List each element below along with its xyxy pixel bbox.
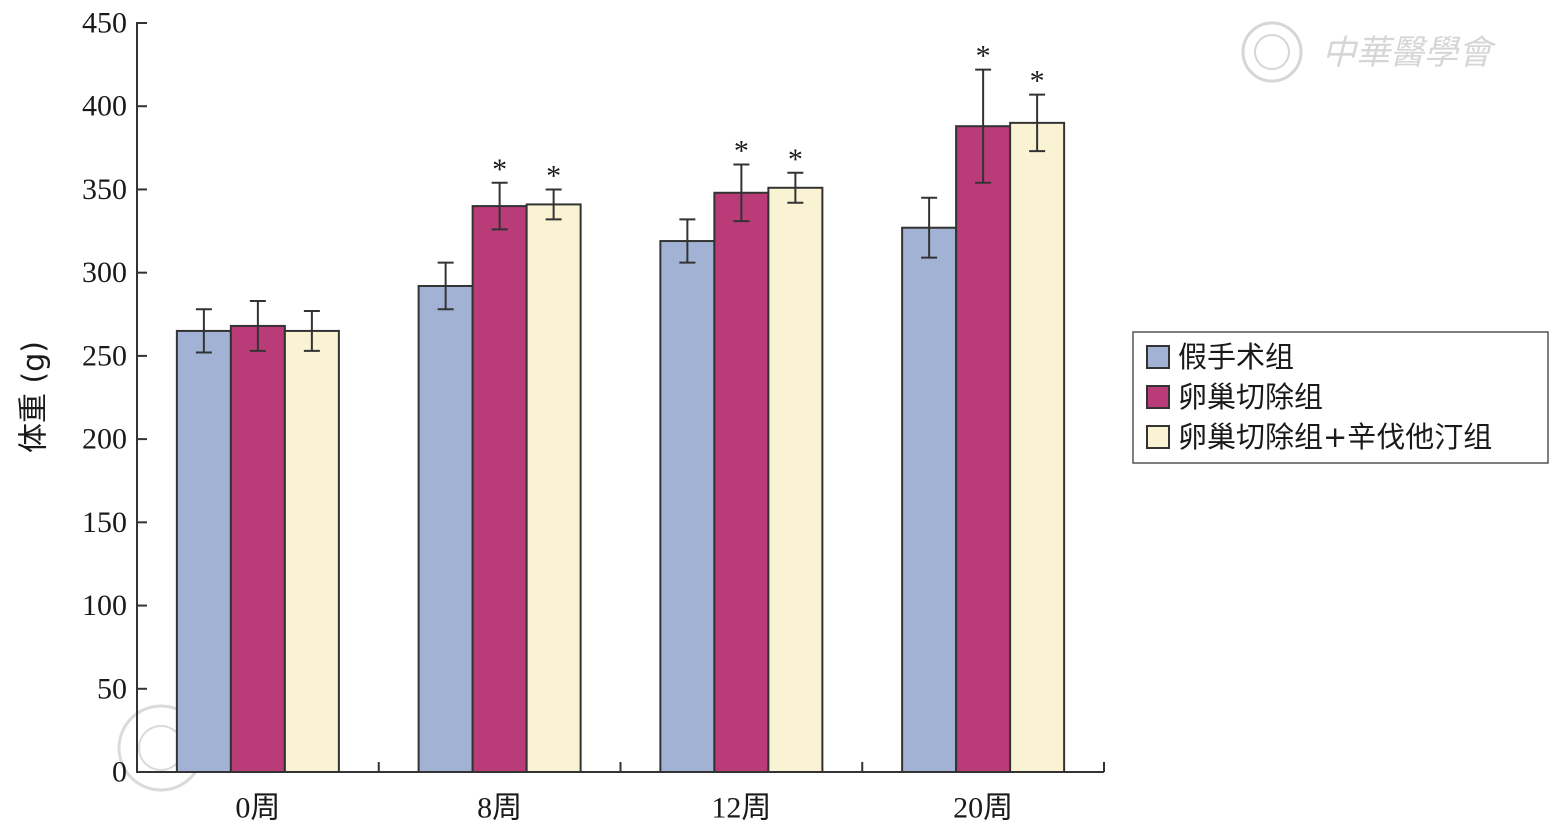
y-ticks: 0 50 100 150 200 250 300 350 400 450 xyxy=(82,7,147,789)
significance-star: * xyxy=(976,40,991,73)
bar xyxy=(901,226,958,773)
bar xyxy=(713,191,770,774)
y-tick-label: 350 xyxy=(82,173,127,206)
bar xyxy=(659,240,716,773)
legend-box xyxy=(1132,331,1549,464)
error-bars xyxy=(195,68,1046,354)
y-tick-label: 200 xyxy=(82,423,127,456)
bar xyxy=(1009,121,1066,774)
significance-star: * xyxy=(546,159,561,192)
significance-markers: * * * * * * xyxy=(492,40,1045,193)
x-tick-label: 0周 xyxy=(235,792,280,825)
y-tick-label: 450 xyxy=(82,7,127,40)
legend-label: 卵巢切除组+辛伐他汀组 xyxy=(1178,420,1492,454)
watermark-top: 中華醫學會 xyxy=(1241,21,1497,83)
watermark-emblem-inner-icon xyxy=(1254,34,1290,70)
y-tick-label: 0 xyxy=(112,756,127,789)
legend-label: 假手术组 xyxy=(1178,340,1294,374)
significance-star: * xyxy=(788,143,803,176)
legend-swatch xyxy=(1146,345,1170,369)
legend-swatch xyxy=(1146,425,1170,449)
y-tick-label: 150 xyxy=(82,506,127,539)
bar xyxy=(283,329,340,773)
bar xyxy=(471,205,528,774)
x-tick-label: 8周 xyxy=(477,792,522,825)
bar xyxy=(229,324,286,773)
x-tick-label: 12周 xyxy=(711,792,771,825)
y-tick-label: 100 xyxy=(82,589,127,622)
y-tick-label: 300 xyxy=(82,256,127,289)
y-tick-label: 50 xyxy=(97,672,127,705)
x-ticks: 0周 8周 12周 20周 xyxy=(235,762,1105,825)
bar xyxy=(955,125,1012,773)
legend-swatch xyxy=(1146,385,1170,409)
watermark-text: 中華醫學會 xyxy=(1322,33,1497,73)
legend-label: 卵巢切除组 xyxy=(1178,380,1323,414)
significance-star: * xyxy=(734,134,749,167)
y-axis-label: 体重 (g) xyxy=(17,341,52,453)
bar xyxy=(525,203,582,773)
significance-star: * xyxy=(1030,65,1045,98)
x-tick-label: 20周 xyxy=(953,792,1013,825)
bar xyxy=(417,284,474,773)
significance-star: * xyxy=(492,153,507,186)
bar xyxy=(767,186,824,773)
y-tick-label: 400 xyxy=(82,90,127,123)
y-tick-label: 250 xyxy=(82,339,127,372)
bar xyxy=(175,329,232,773)
watermark-emblem-icon xyxy=(1241,21,1303,83)
bars xyxy=(175,121,1066,774)
